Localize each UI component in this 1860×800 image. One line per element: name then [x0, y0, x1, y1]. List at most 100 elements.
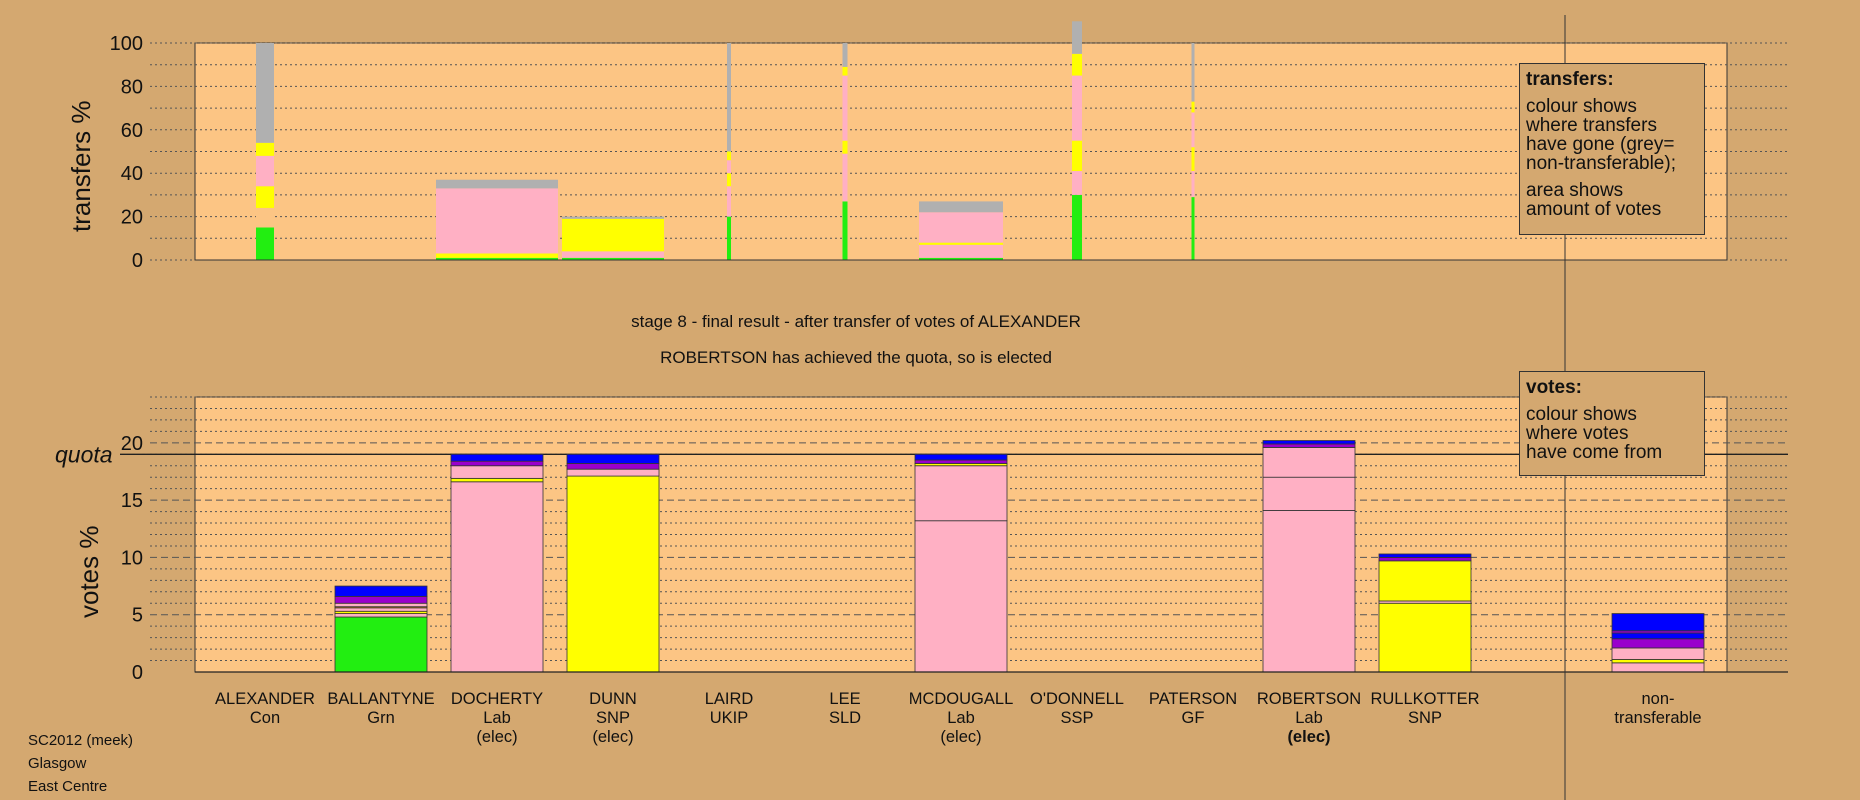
- vote-segment-con: [1611, 632, 1705, 640]
- vote-segment-ukip: [450, 460, 544, 467]
- transfer-segment-nontransferable: [1072, 21, 1082, 54]
- candidate-name: LAIRD: [704, 690, 754, 708]
- vote-segment-snp: [1378, 560, 1472, 602]
- candidate-label-paterson: PATERSON GF: [1135, 690, 1251, 728]
- candidate-party: Lab: [483, 709, 511, 727]
- transfers-legend-text: colour shows: [1526, 96, 1637, 117]
- stage-description: stage 8 - final result - after transfer …: [520, 304, 1192, 376]
- vote-segment-snp: [450, 477, 544, 483]
- transfer-segment-snp: [256, 186, 274, 208]
- candidate-party: SLD: [828, 709, 862, 727]
- transfers-legend-text: amount of votes: [1526, 199, 1662, 220]
- candidate-party: Lab: [1295, 709, 1323, 727]
- candidate-party: GF: [1181, 709, 1205, 727]
- transfer-segment-nontransferable: [562, 216, 664, 219]
- transfer-segment-grn: [842, 201, 848, 260]
- nontransferable-label-line: transferable: [1614, 709, 1702, 727]
- votes-legend: votes: colour shows where votes have com…: [1519, 371, 1705, 476]
- transfer-segment-nontransferable: [256, 43, 274, 143]
- candidate-status: (elec): [1287, 728, 1331, 746]
- vote-segment-ukip: [1262, 443, 1356, 448]
- transfers-axis-title: transfers %: [66, 100, 96, 233]
- vote-segment-snp: [1611, 658, 1705, 664]
- transfer-segment-lab: [1191, 171, 1195, 198]
- candidate-party: SNP: [1408, 709, 1442, 727]
- votes-tick-label: 15: [121, 490, 143, 512]
- transfer-segment-lab: [1072, 171, 1082, 195]
- candidate-name: BALLANTYNE: [327, 690, 435, 708]
- candidate-name: DUNN: [589, 690, 637, 708]
- candidate-status: (elec): [476, 728, 518, 746]
- vote-segment-con: [334, 585, 428, 597]
- transfers-tick-label: 20: [121, 207, 143, 229]
- transfer-segment-nontransferable: [842, 43, 848, 67]
- vote-segment-lab: [1611, 647, 1705, 660]
- votes-legend-text: where votes: [1526, 423, 1629, 444]
- transfer-segment-lab: [256, 155, 274, 187]
- candidate-status: (elec): [592, 728, 634, 746]
- transfers-legend-text: where transfers: [1526, 115, 1657, 136]
- candidate-name: DOCHERTY: [450, 690, 544, 708]
- vote-segment-lab: [1611, 662, 1705, 673]
- transfer-segment-lab: [919, 212, 1003, 243]
- candidate-label-alexander: ALEXANDER Con: [207, 690, 323, 728]
- quota-label: quota: [55, 441, 113, 467]
- nontransferable-label-line: non-: [1641, 690, 1675, 708]
- vote-segment-ukip: [914, 459, 1008, 464]
- vote-segment-lab: [450, 465, 544, 479]
- transfer-segment-grn_gap: [256, 207, 274, 228]
- vote-segment-snp: [1378, 602, 1472, 673]
- transfer-segment-lab: [562, 251, 664, 258]
- transfer-segment-grn: [562, 257, 664, 260]
- transfer-segment-lab: [842, 153, 848, 202]
- vote-segment-con: [1611, 613, 1705, 632]
- vote-segment-con: [1378, 553, 1472, 558]
- vote-segment-lab: [334, 607, 428, 612]
- candidate-name: O'DONNELL: [1030, 690, 1124, 708]
- votes-legend-title: votes:: [1526, 377, 1582, 398]
- transfer-segment-snp: [1072, 140, 1082, 172]
- transfer-segment-snp: [919, 242, 1003, 245]
- transfer-segment-grn: [436, 257, 558, 260]
- candidate-party: Lab: [947, 709, 975, 727]
- candidate-party: Grn: [367, 709, 395, 727]
- candidate-label-dunn: DUNN SNP (elec): [555, 690, 671, 747]
- transfer-segment-nontransferable: [919, 201, 1003, 213]
- candidate-label-rullkotter: RULLKOTTER SNP: [1367, 690, 1483, 728]
- vote-segment-ukip: [566, 463, 660, 470]
- transfer-segment-snp: [1072, 53, 1082, 76]
- transfers-legend-title: transfers:: [1526, 69, 1614, 90]
- vote-segment-lab: [1262, 447, 1356, 478]
- transfers-legend-text: have gone (grey=: [1526, 134, 1675, 155]
- transfer-segment-lab: [727, 160, 731, 174]
- votes-legend-text: have come from: [1526, 442, 1663, 463]
- transfers-legend-text: area shows: [1526, 180, 1624, 201]
- footer-ward: East Centre: [28, 778, 108, 795]
- vote-segment-lab: [334, 613, 428, 618]
- candidate-label-lee: LEE SLD: [787, 690, 903, 728]
- votes-tick-label: 10: [121, 547, 143, 569]
- transfer-segment-snp: [436, 253, 558, 258]
- candidate-name: PATERSON: [1148, 690, 1238, 708]
- votes-tick-label: 0: [132, 662, 143, 684]
- vote-segment-con: [1262, 440, 1356, 445]
- footer-council: Glasgow: [28, 755, 87, 772]
- transfer-segment-lab: [919, 244, 1003, 258]
- transfers-tick-label: 80: [121, 76, 143, 98]
- footer-scheme: SC2012 (meek): [28, 732, 134, 749]
- vote-segment-lab: [334, 602, 428, 608]
- candidate-name: MCDOUGALL: [908, 690, 1014, 708]
- vote-segment-ukip: [1378, 557, 1472, 562]
- transfer-segment-lab: [1191, 112, 1195, 148]
- transfer-segment-nontransferable: [727, 43, 731, 152]
- vote-segment-grn: [334, 616, 428, 673]
- stage-line-2: ROBERTSON has achieved the quota, so is …: [660, 348, 1052, 367]
- candidate-label-robertson: ROBERTSON Lab (elec): [1251, 690, 1367, 747]
- votes-tick-label: 20: [121, 433, 143, 455]
- votes-legend-text: colour shows: [1526, 404, 1637, 425]
- candidate-label-odonnell: O'DONNELL SSP: [1019, 690, 1135, 728]
- nontransferable-label: non- transferable: [1600, 690, 1716, 728]
- candidate-party: SNP: [596, 709, 630, 727]
